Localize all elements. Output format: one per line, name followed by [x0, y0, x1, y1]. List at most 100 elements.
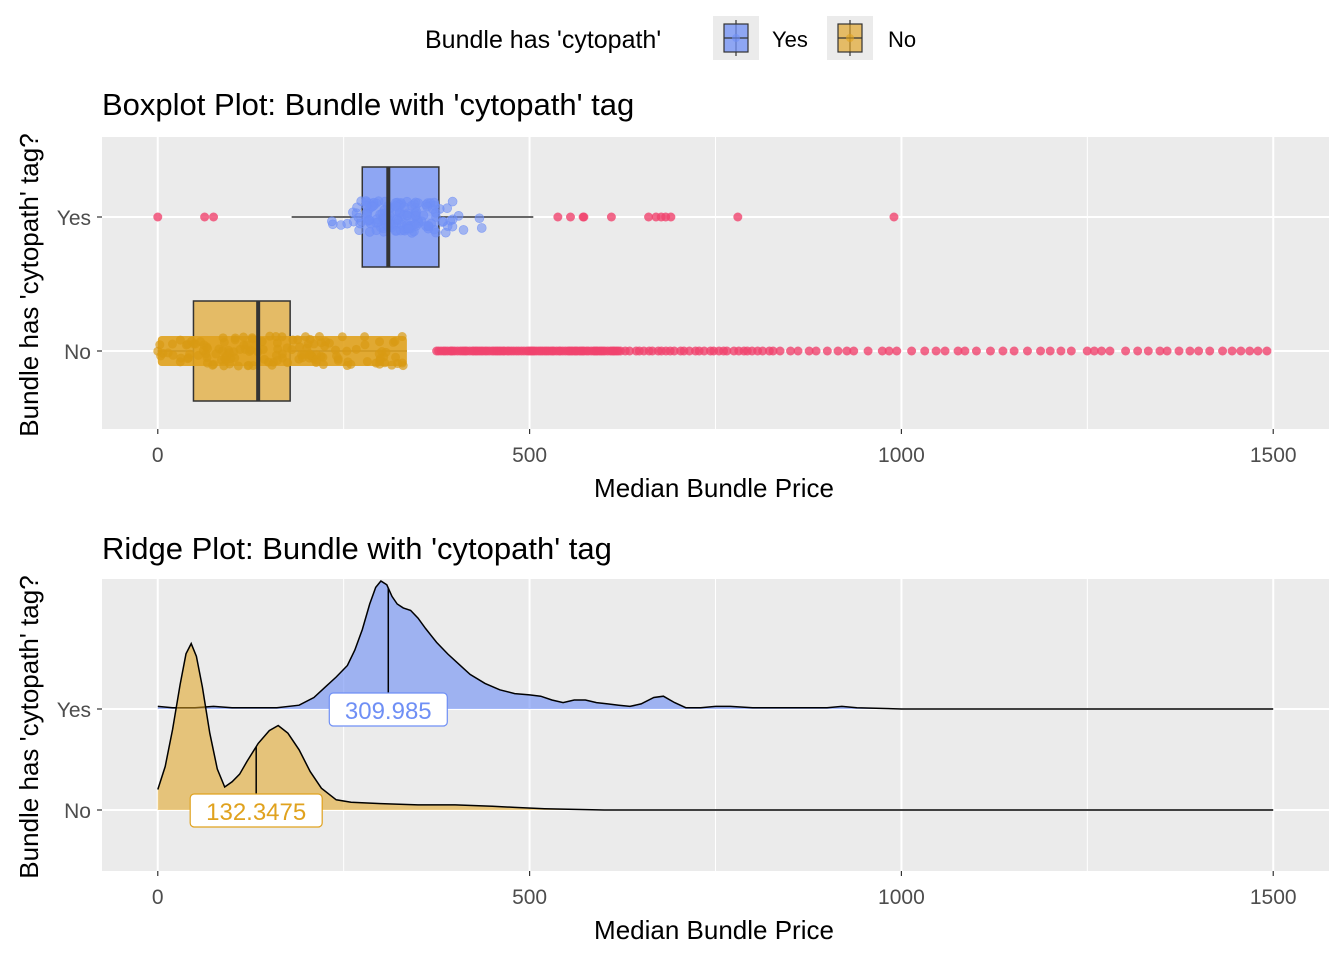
jitter-point	[288, 335, 298, 345]
jitter-point	[155, 340, 165, 350]
x-tick-label: 1500	[1250, 444, 1297, 467]
outlier-point	[606, 212, 616, 222]
ridge-line-no	[157, 641, 1274, 811]
outlier-point	[811, 346, 821, 356]
outlier-point	[849, 346, 859, 356]
outlier-point	[768, 346, 778, 356]
jitter-point	[342, 346, 352, 356]
jitter-point	[361, 200, 372, 211]
ridge-area-no	[157, 643, 1274, 810]
median-label-box	[189, 793, 323, 828]
jitter-point	[364, 227, 375, 237]
legend-label-yes: Yes	[772, 27, 808, 52]
outlier-point	[733, 212, 743, 222]
outlier-point	[1009, 346, 1019, 356]
boxplot-ylabel: Bundle has 'cytopath' tag?	[14, 133, 44, 436]
x-tick-label: 1000	[878, 444, 925, 467]
jitter-point	[202, 353, 212, 363]
jitter-point	[163, 348, 173, 358]
outlier-point	[1121, 346, 1131, 356]
outlier-point	[775, 346, 785, 356]
median-label-yes: 309.985	[328, 692, 448, 727]
jitter-point	[353, 212, 364, 223]
outlier-point	[1066, 346, 1076, 356]
outlier-point	[998, 346, 1008, 356]
outlier-point	[1022, 346, 1032, 356]
jitter-point	[410, 197, 421, 208]
jitter-point	[447, 196, 458, 207]
jitter-point	[258, 344, 268, 354]
y-tick-label: No	[64, 341, 91, 364]
boxplot-xlabel: Median Bundle Price	[594, 473, 834, 503]
jitter-point	[351, 344, 361, 354]
jitter-point	[328, 219, 338, 230]
jitter-point	[390, 201, 401, 211]
median-label-no: 132.3475	[189, 793, 323, 828]
jitter-point	[208, 360, 218, 370]
jitter-point	[267, 360, 277, 370]
jitter-point	[167, 339, 177, 349]
outlier-point	[669, 346, 679, 356]
jitter-point	[431, 227, 441, 238]
jitter-point	[331, 345, 341, 355]
jitter-point	[175, 335, 185, 345]
outlier-point	[1056, 346, 1066, 356]
outlier-point	[786, 346, 796, 356]
jitter-point	[242, 340, 252, 350]
jitter-point	[429, 197, 440, 208]
jitter-point	[233, 361, 243, 371]
median-label-box	[328, 692, 448, 727]
median-label-text: 309.985	[345, 698, 432, 725]
outlier-point	[722, 346, 732, 356]
outlier-point	[579, 212, 589, 222]
outlier-point	[920, 346, 930, 356]
outlier-point	[1089, 346, 1099, 356]
jitter-point	[318, 360, 328, 370]
jitter-point	[184, 353, 194, 363]
x-tick-label: 500	[512, 886, 547, 909]
outlier-point	[907, 346, 917, 356]
outlier-point	[1036, 346, 1046, 356]
jitter-point	[377, 347, 387, 357]
jitter-point	[476, 223, 487, 233]
x-tick-label: 1000	[878, 886, 925, 909]
outlier-point	[1174, 346, 1184, 356]
outlier-point	[1227, 346, 1237, 356]
jitter-point	[375, 354, 385, 364]
jitter-point	[211, 349, 221, 359]
outlier-point	[793, 346, 803, 356]
outlier-point	[1236, 346, 1246, 356]
outlier-point	[153, 212, 163, 222]
x-tick-label: 1500	[1250, 886, 1297, 909]
outlier-point	[1218, 346, 1228, 356]
ridge-line-yes	[157, 580, 1274, 710]
jitter-point	[397, 332, 407, 342]
jitter-point	[224, 348, 234, 358]
ridge-ylabel: Bundle has 'cytopath' tag?	[14, 575, 44, 878]
outlier-point	[892, 346, 902, 356]
outlier-point	[971, 346, 981, 356]
jitter-point	[305, 334, 315, 344]
jitter-point	[342, 361, 352, 371]
jitter-point	[423, 220, 434, 231]
outliers-yes	[153, 212, 899, 222]
jitter-point	[195, 337, 205, 347]
jitter-point	[442, 221, 453, 231]
jitter-point	[283, 358, 293, 368]
jitter-point	[337, 332, 347, 342]
outlier-point	[953, 346, 963, 356]
outlier-point	[1082, 346, 1092, 356]
jitter-point	[282, 343, 292, 353]
outlier-point	[889, 212, 899, 222]
jitter-point	[387, 360, 397, 370]
legend-label-no: No	[888, 27, 916, 52]
jitter-point	[422, 201, 432, 212]
x-tick-label: 0	[152, 444, 164, 467]
jitter-point	[203, 344, 213, 354]
x-tick-label: 500	[512, 444, 547, 467]
jitter-points-no	[153, 331, 408, 371]
outlier-point	[1045, 346, 1055, 356]
jitter-point	[259, 354, 269, 364]
jitter-point	[299, 349, 309, 359]
x-tick-label: 0	[152, 886, 164, 909]
